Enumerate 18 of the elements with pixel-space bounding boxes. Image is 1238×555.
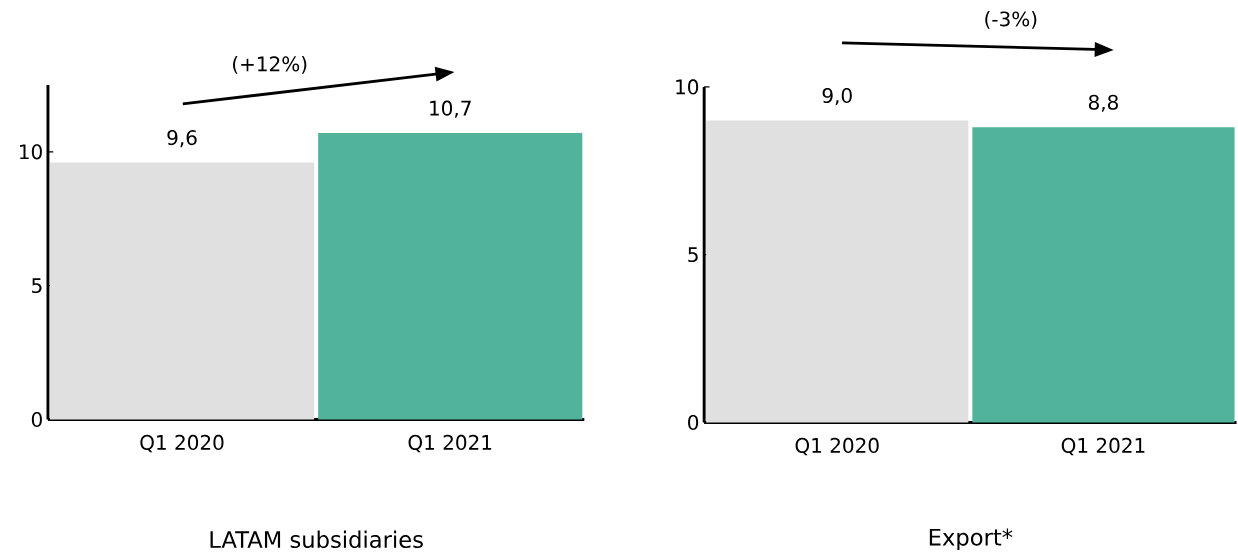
x-axis-title: LATAM subsidiaries bbox=[210, 530, 423, 548]
y-tick-label: 10 bbox=[20, 144, 42, 160]
x-tick-label: Q1 2020 bbox=[795, 437, 879, 456]
data-label: 9,0 bbox=[822, 87, 852, 105]
text: (+12%) bbox=[233, 55, 307, 74]
x-tick-label: Q1 2021 bbox=[408, 434, 492, 453]
y-tick-label: 5 bbox=[688, 247, 698, 262]
y-tick-label: 0 bbox=[31, 411, 42, 427]
data-label: 10,7 bbox=[430, 100, 471, 118]
y-tick-label: 0 bbox=[688, 414, 699, 430]
text: (-3%) bbox=[985, 10, 1037, 29]
x-tick-label: Q1 2021 bbox=[1061, 437, 1145, 456]
x-axis-title: Export* bbox=[929, 528, 1013, 550]
x-tick-label: Q1 2020 bbox=[140, 434, 224, 453]
y-tick-label: 10 bbox=[676, 79, 699, 95]
y-tick-label: 5 bbox=[32, 278, 42, 293]
data-label: 9,6 bbox=[167, 129, 197, 147]
data-label: 8,8 bbox=[1088, 94, 1118, 112]
